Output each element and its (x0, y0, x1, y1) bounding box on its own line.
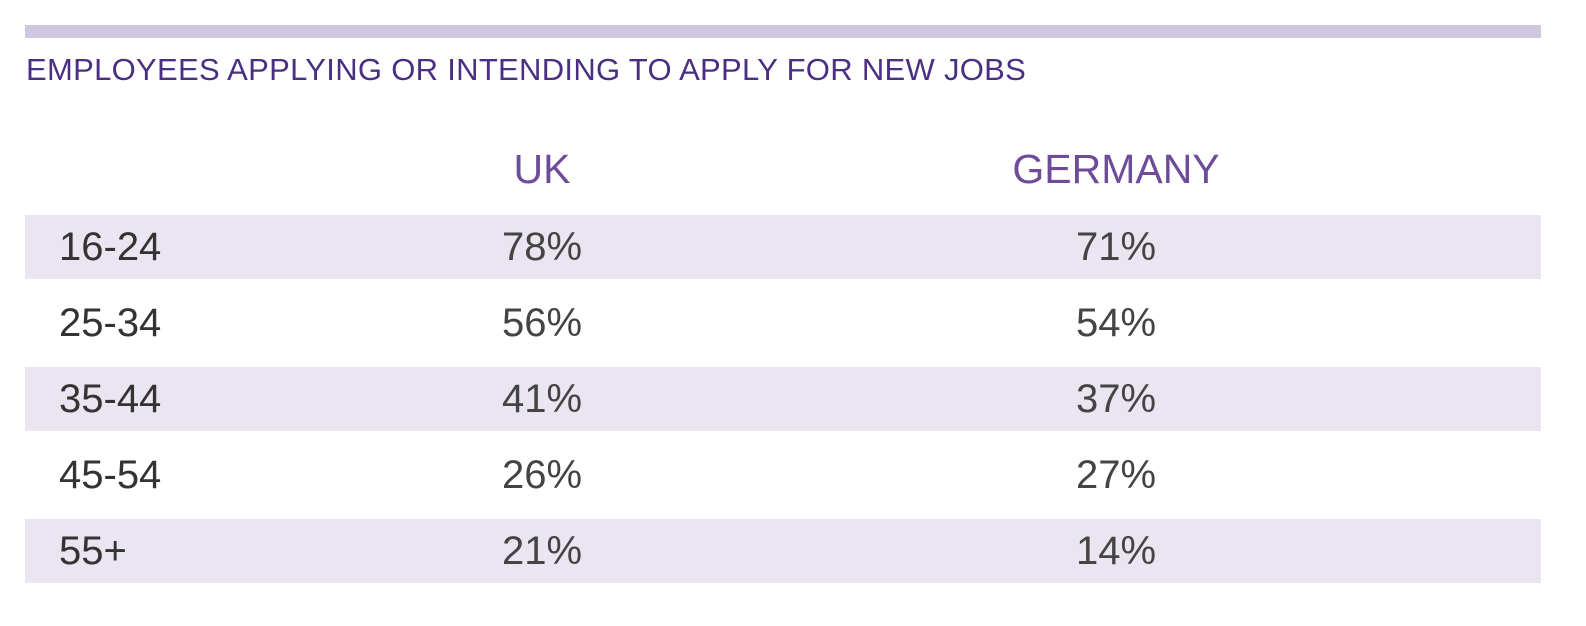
table-row: 25-34 56% 54% (25, 291, 1541, 355)
germany-value: 71% (1075, 225, 1157, 269)
table-body: 16-24 78% 71% 25-34 56% 54% 35-44 41% 37… (25, 215, 1541, 595)
age-group-label: 55+ (59, 529, 127, 573)
uk-value: 78% (501, 225, 583, 269)
age-group-label: 25-34 (59, 301, 162, 345)
column-header-germany: GERMANY (1012, 146, 1220, 192)
germany-value: 37% (1075, 377, 1157, 421)
table-row: 45-54 26% 27% (25, 443, 1541, 507)
age-group-label: 45-54 (59, 453, 162, 497)
age-group-label: 16-24 (59, 225, 162, 269)
germany-value: 14% (1075, 529, 1157, 573)
uk-value: 56% (501, 301, 583, 345)
column-header-uk: UK (513, 146, 571, 192)
uk-value: 21% (501, 529, 583, 573)
germany-value: 54% (1075, 301, 1157, 345)
uk-value: 41% (501, 377, 583, 421)
table-row: 55+ 21% 14% (25, 519, 1541, 583)
germany-value: 27% (1075, 453, 1157, 497)
table-row: 16-24 78% 71% (25, 215, 1541, 279)
top-rule (25, 25, 1541, 38)
table-row: 35-44 41% 37% (25, 367, 1541, 431)
age-group-label: 35-44 (59, 377, 162, 421)
uk-value: 26% (501, 453, 583, 497)
table-title: EMPLOYEES APPLYING OR INTENDING TO APPLY… (26, 52, 1027, 87)
